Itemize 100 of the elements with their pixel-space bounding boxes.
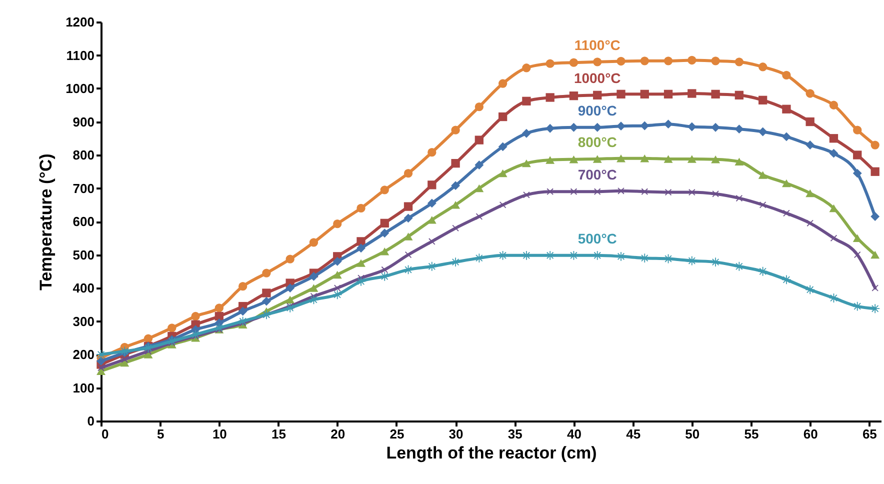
x-tick-label: 10	[212, 426, 227, 442]
point	[428, 238, 436, 245]
point	[546, 59, 554, 68]
point	[806, 189, 815, 198]
x-tick-label: 20	[330, 426, 346, 442]
point	[404, 202, 413, 211]
point	[870, 140, 880, 150]
point	[829, 100, 838, 110]
point	[782, 104, 791, 114]
series-label: 500°C	[578, 230, 617, 246]
x-tick-label: 15	[272, 426, 286, 442]
point	[452, 224, 459, 232]
point	[262, 296, 271, 306]
point	[191, 330, 200, 340]
point	[806, 117, 814, 126]
y-tick-label: 300	[72, 314, 94, 329]
point	[760, 202, 766, 208]
point	[404, 251, 412, 258]
point	[736, 194, 742, 202]
point	[758, 62, 768, 72]
point	[806, 285, 815, 294]
point	[332, 290, 342, 300]
point	[451, 126, 460, 134]
point	[522, 64, 531, 72]
point	[782, 132, 791, 142]
point	[332, 270, 342, 279]
point	[640, 254, 650, 263]
point	[783, 210, 790, 216]
point	[334, 284, 341, 292]
x-tick-label: 0	[102, 426, 109, 442]
point	[522, 159, 531, 168]
point	[664, 56, 673, 66]
point	[380, 228, 390, 238]
point	[381, 266, 388, 273]
y-tick-label: 900	[72, 114, 94, 130]
point	[333, 220, 342, 228]
y-tick-label: 1200	[66, 14, 94, 30]
point	[616, 154, 626, 162]
y-tick-label: 800	[72, 148, 94, 162]
point	[616, 252, 626, 261]
point	[569, 91, 578, 100]
point	[356, 276, 366, 286]
point	[238, 306, 248, 316]
point	[641, 188, 648, 195]
point	[96, 356, 106, 366]
point	[356, 244, 366, 253]
point	[688, 89, 696, 98]
point	[569, 155, 578, 164]
point	[356, 204, 366, 213]
point	[262, 268, 271, 278]
point	[852, 168, 862, 178]
point	[664, 155, 673, 163]
x-tick-label: 55	[744, 426, 759, 442]
point	[734, 90, 744, 100]
point	[782, 275, 791, 284]
point	[711, 90, 720, 98]
point	[616, 56, 626, 66]
point	[711, 56, 720, 66]
point	[309, 284, 318, 292]
point	[806, 220, 814, 226]
point	[309, 238, 318, 247]
y-tick-label: 200	[72, 347, 94, 362]
point	[870, 167, 880, 176]
point	[594, 188, 601, 195]
point	[758, 96, 768, 104]
point	[498, 142, 508, 152]
point	[474, 160, 484, 170]
point	[356, 259, 366, 267]
point	[238, 282, 248, 291]
point	[640, 154, 650, 162]
point	[474, 102, 484, 112]
point	[451, 158, 460, 168]
y-tick-label: 600	[72, 214, 94, 229]
point	[687, 155, 696, 163]
point	[523, 192, 530, 198]
point	[734, 262, 744, 271]
point	[758, 171, 768, 179]
point	[546, 93, 554, 102]
point	[427, 198, 436, 208]
x-axis-title: Length of the reactor (cm)	[386, 444, 597, 462]
point	[451, 181, 460, 190]
point	[806, 140, 815, 150]
point	[829, 134, 838, 143]
point	[640, 90, 649, 98]
point	[734, 158, 744, 166]
point	[829, 148, 838, 158]
point	[522, 128, 531, 138]
point	[782, 70, 791, 80]
point	[380, 272, 390, 281]
point	[688, 56, 696, 65]
series-label: 1100°C	[574, 36, 620, 53]
point	[404, 214, 413, 223]
point	[870, 304, 880, 314]
point	[782, 179, 791, 188]
point	[286, 303, 295, 312]
point	[640, 56, 649, 66]
point	[498, 169, 508, 178]
point	[191, 312, 200, 321]
point	[144, 334, 153, 343]
y-axis-title: Temperature (°C)	[36, 154, 56, 290]
